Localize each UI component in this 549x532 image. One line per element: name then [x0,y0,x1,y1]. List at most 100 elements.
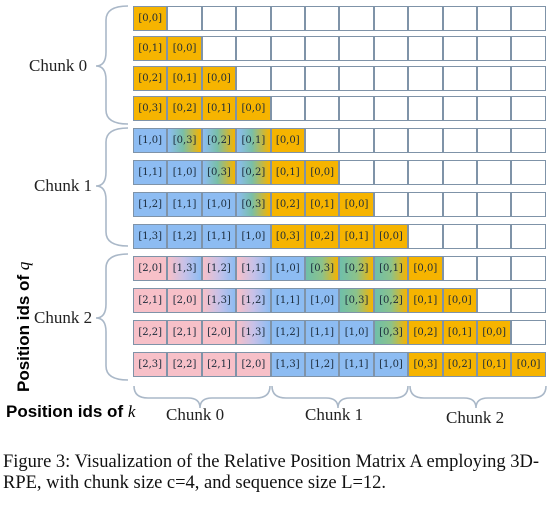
matrix-cell: [1,3] [133,224,168,250]
matrix-cell: [1,1] [133,160,168,186]
matrix-cell: [0,1] [167,66,202,92]
matrix-cell: [1,3] [167,256,202,282]
matrix-cell-empty [511,96,546,122]
matrix-cell-empty [408,224,443,250]
matrix-cell: [2,0] [167,288,202,314]
matrix-cell-empty [511,192,546,218]
matrix-cell-empty [477,160,512,186]
matrix-cell: [1,0] [373,352,409,378]
matrix-cell: [0,0] [167,36,202,62]
matrix-cell-empty [511,160,546,186]
matrix-cell-empty [442,192,477,218]
matrix-cell-empty [339,128,374,154]
matrix-cell: [1,1] [236,256,271,282]
matrix-cell-empty [373,36,409,62]
matrix-cell: [0,1] [201,96,237,122]
matrix-cell-empty [442,36,477,62]
matrix-cell-empty [477,6,512,32]
matrix-cell: [1,0] [201,192,237,218]
matrix-cell-empty [339,160,374,186]
matrix-cell-empty [373,160,409,186]
matrix-cell-empty [339,66,374,92]
matrix-cell-empty [511,256,546,282]
matrix-cell: [0,2] [201,128,237,154]
col-brace-chunk-0 [133,385,271,409]
matrix-cell-empty [511,66,546,92]
matrix-cell: [0,2] [236,160,271,186]
matrix-cell: [1,1] [339,352,374,378]
matrix-cell: [1,1] [201,224,237,250]
matrix-cell: [1,3] [236,320,271,346]
matrix-cell-empty [477,224,512,250]
matrix-cell-empty [511,128,546,154]
row-brace-chunk-1 [95,127,129,247]
col-chunk-label-1: Chunk 1 [305,405,364,424]
matrix-cell: [1,3] [270,352,305,378]
matrix-cell: [0,0] [305,160,340,186]
matrix-cell: [0,2] [305,224,340,250]
row-chunk-label-2: Chunk 2 [34,308,93,327]
matrix-cell-empty [167,6,202,32]
matrix-cell: [2,3] [133,352,168,378]
k-axis-title: Position ids of k [6,402,135,422]
matrix-cell-empty [408,128,443,154]
matrix-cell: [0,3] [236,192,271,218]
q-axis-title: Position ids of q [14,262,34,392]
q-axis-label: Position ids of [14,274,33,392]
matrix-cell: [2,0] [133,256,168,282]
col-brace-chunk-2 [409,385,547,409]
matrix-cell: [1,2] [305,352,340,378]
matrix-cell-empty [270,96,305,122]
matrix-cell: [1,2] [201,256,237,282]
matrix-cell-empty [511,224,546,250]
matrix-cell: [0,0] [511,352,546,378]
matrix-cell-empty [477,256,512,282]
matrix-cell: [2,0] [201,320,237,346]
matrix-cell: [0,2] [373,288,409,314]
matrix-cell-empty [270,66,305,92]
row-brace-chunk-0 [95,5,129,125]
matrix-cell: [0,1] [133,36,168,62]
matrix-cell-empty [442,256,477,282]
matrix-cell-empty [511,36,546,62]
matrix-cell: [1,0] [133,128,168,154]
matrix-cell: [0,3] [270,224,305,250]
row-brace-chunk-2 [95,253,129,381]
matrix-cell: [0,3] [373,320,409,346]
matrix-cell-empty [511,6,546,32]
matrix-cell: [0,0] [442,288,477,314]
matrix-cell: [0,0] [373,224,409,250]
row-chunk-label-1: Chunk 1 [34,176,93,195]
matrix-cell-empty [270,36,305,62]
matrix-cell-empty [442,66,477,92]
matrix-cell: [0,1] [373,256,409,282]
col-chunk-label-2: Chunk 2 [446,408,505,427]
matrix-cell-empty [236,6,271,32]
matrix-cell-empty [408,96,443,122]
matrix-cell: [2,1] [133,288,168,314]
matrix-cell: [0,2] [408,320,443,346]
matrix-cell-empty [373,96,409,122]
matrix-cell-empty [305,36,340,62]
matrix-cell-empty [305,66,340,92]
matrix-cell: [0,1] [236,128,271,154]
matrix-cell: [0,2] [270,192,305,218]
matrix-cell-empty [373,66,409,92]
matrix-cell-empty [305,96,340,122]
col-chunk-label-0: Chunk 0 [166,405,225,424]
matrix-cell-empty [442,6,477,32]
matrix-cell-empty [201,36,237,62]
matrix-cell-empty [511,320,546,346]
matrix-cell: [0,1] [305,192,340,218]
matrix-cell: [0,2] [442,352,477,378]
q-axis-variable: q [14,261,33,271]
matrix-cell: [0,2] [339,256,374,282]
matrix-cell-empty [373,6,409,32]
matrix-cell: [1,2] [270,320,305,346]
matrix-cell-empty [236,66,271,92]
matrix-cell: [2,2] [133,320,168,346]
matrix-cell: [1,2] [236,288,271,314]
matrix-cell: [2,1] [201,352,237,378]
k-axis-variable: k [127,402,136,421]
